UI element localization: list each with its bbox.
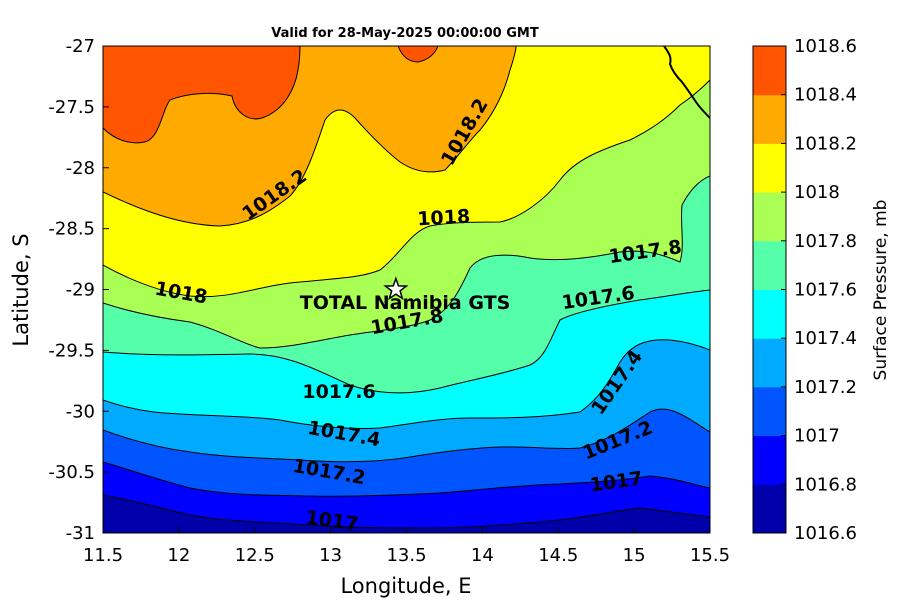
isobar-1018-2 [103,46,517,227]
x-axis: 11.5 12 12.5 13 13.5 14 14.5 15 15.5 [83,527,730,566]
star-icon [383,276,409,301]
chart-title: Valid for 28-May-2025 00:00:00 GMT [271,26,539,41]
x-tick-label: 12.5 [235,545,275,566]
isobar-1017-6 [103,289,710,394]
colorbar-swatch [753,289,786,339]
isobar-1018-4-north [397,46,439,63]
y-tick-label: -28.5 [48,219,95,240]
isobar-1017-0 [103,461,710,497]
y-tick-label: -31 [66,523,95,544]
colorbar-label: Surface Pressure, mb [871,200,891,381]
x-tick-label: 12 [167,545,190,566]
colorbar-swatch [753,435,786,485]
y-axis: -27 -27.5 -28 -28.5 -29 -29.5 -30 -30.5 -31 [48,36,109,544]
colorbar-tick-label: 1017.2 [794,377,857,398]
x-tick-label: 14 [471,545,494,566]
contour-label: 1018 [417,206,471,231]
isobar-1017-2 [103,408,710,463]
contour-map [103,46,710,533]
isobar-1016-8 [103,494,710,529]
contour-lines [103,46,710,529]
y-axis-label: Latitude, S [9,233,33,346]
colorbar-swatch [753,386,786,437]
x-tick-label: 15.5 [690,545,730,566]
colorbar-tick-label: 1016.8 [794,474,857,495]
x-tick-label: 13 [319,545,342,566]
x-tick-label: 13.5 [386,545,426,566]
x-tick-label: 14.5 [538,545,578,566]
isobar-1018-4 [103,46,301,144]
colorbar-swatch [753,46,786,96]
band-1018-4 [103,46,300,143]
y-tick-label: -28 [66,158,95,179]
colorbar-tick-label: 1018.2 [794,133,857,154]
y-tick-label: -27 [66,36,95,57]
colorbar-tick-label: 1018.4 [794,85,857,106]
isobar-1017-4 [103,339,710,430]
station-label: TOTAL Namibia GTS [300,292,511,314]
x-tick-label: 11.5 [83,545,123,566]
colorbar-tick-label: 1017.8 [794,231,857,252]
colorbar-swatch [753,94,786,144]
y-tick-label: -29.5 [48,340,95,361]
y-tick-label: -27.5 [48,97,95,118]
x-tick-label: 15 [623,545,646,566]
colorbar-swatch [753,338,786,388]
colorbar-tick-label: 1018.6 [794,36,857,57]
colorbar-swatch [753,143,786,193]
colorbar-swatch [753,192,786,242]
colorbar-tick-label: 1017.4 [794,328,857,349]
colorbar-swatch [753,484,786,534]
coastline [663,46,710,119]
x-axis-label: Longitude, E [340,574,471,598]
isobar-1018-0 [103,79,710,298]
colorbar-tick-label: 1016.6 [794,523,857,544]
contour-label: 1017.6 [302,381,375,403]
colorbar-tick-label: 1018 [794,182,840,203]
y-tick-label: -30 [66,401,95,422]
isobar-1017-8 [103,175,710,349]
colorbar-tick-label: 1017 [794,426,840,447]
colorbar: 1018.6 1018.4 1018.2 1018 1017.8 1017.6 1017.4… [752,36,857,544]
y-tick-label: -29 [66,280,95,301]
colorbar-tick-label: 1017.6 [794,280,857,301]
y-tick-label: -30.5 [48,462,95,483]
station-marker: TOTAL Namibia GTS [300,276,511,314]
colorbar-swatch [753,240,786,290]
